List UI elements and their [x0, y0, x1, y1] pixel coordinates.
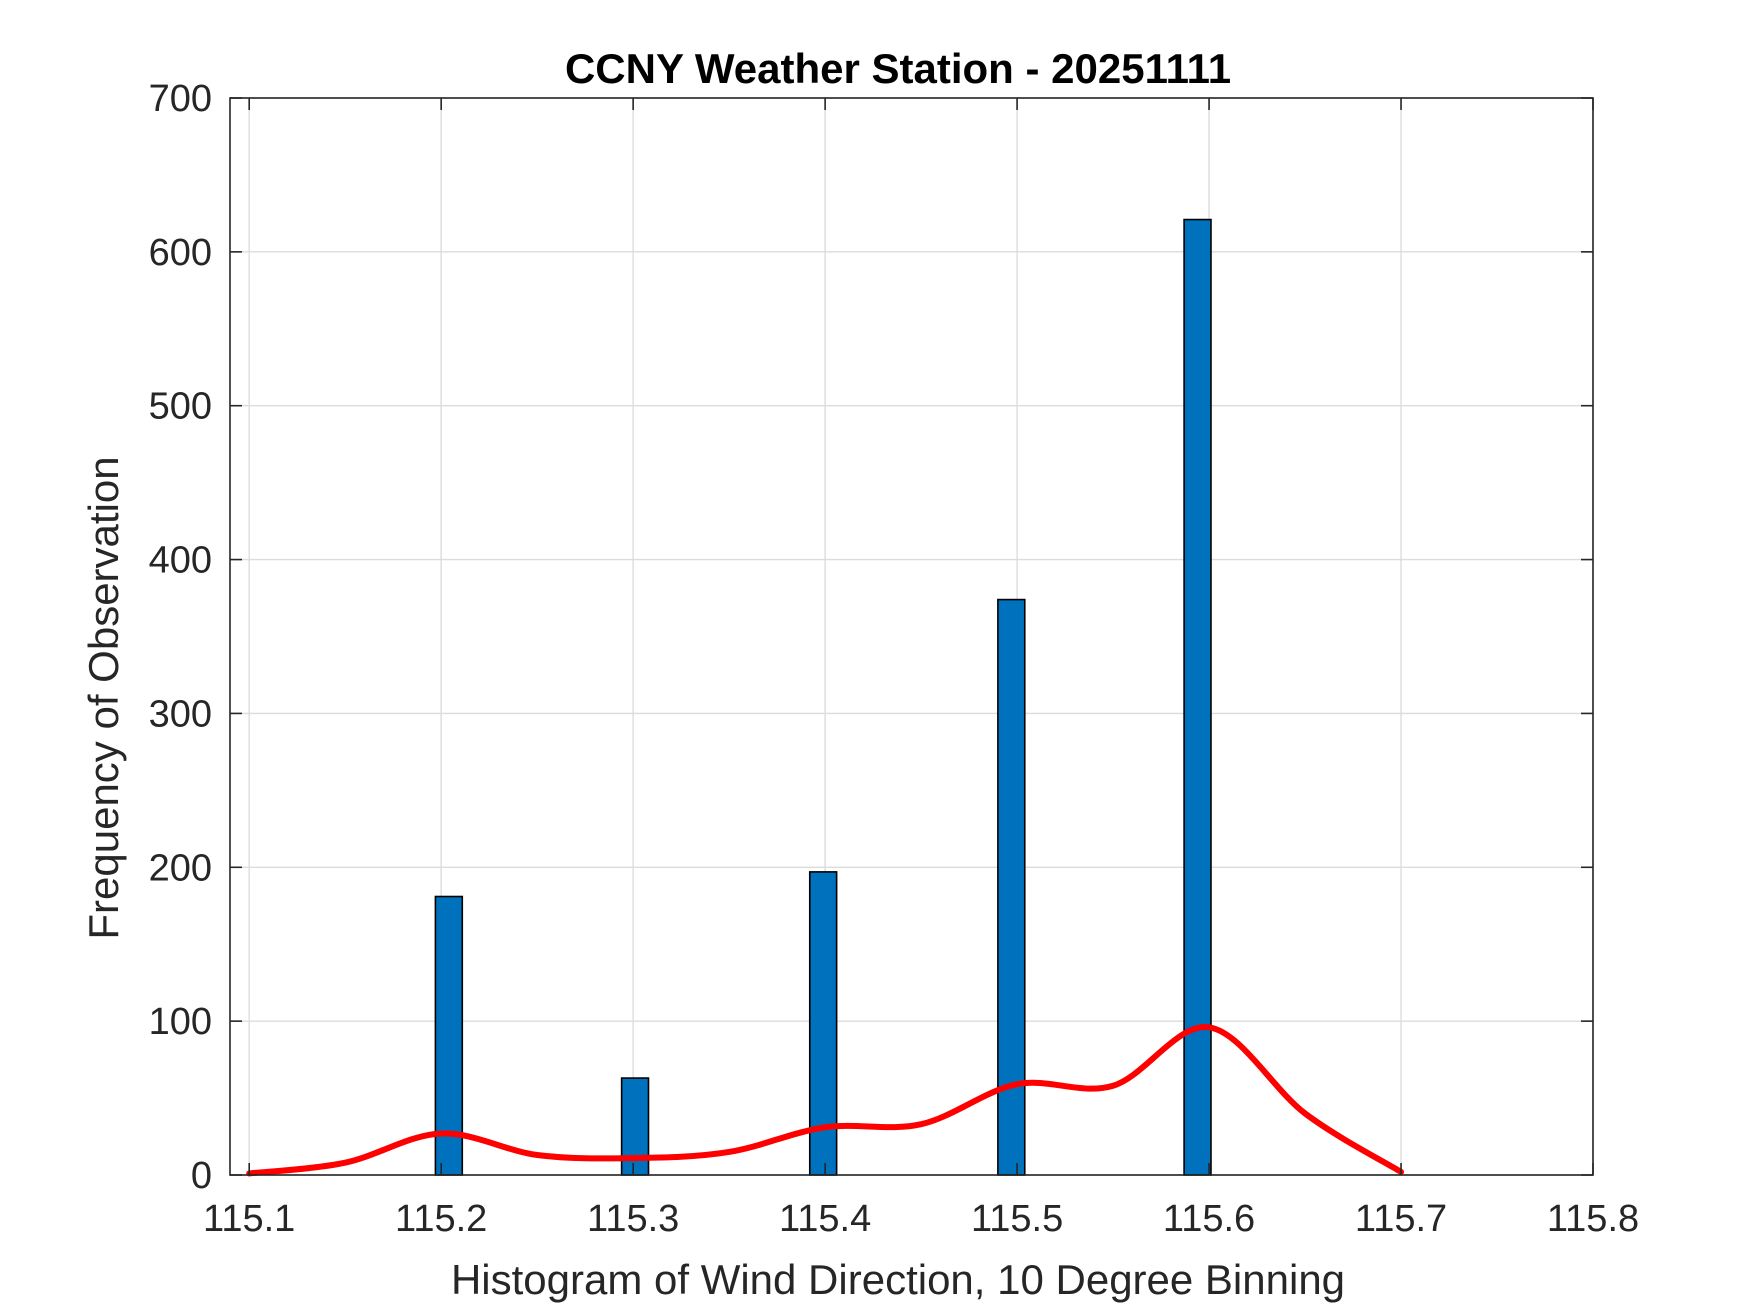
axes-box — [229, 97, 1594, 1176]
y-tick-label: 600 — [149, 232, 212, 274]
y-tick-label: 200 — [149, 847, 212, 889]
x-tick-label: 115.6 — [1163, 1198, 1255, 1240]
x-tick-label: 115.1 — [203, 1198, 295, 1240]
chart-title: CCNY Weather Station - 20251111 — [565, 45, 1231, 92]
y-tick-label: 700 — [149, 78, 212, 120]
x-tick-label: 115.8 — [1547, 1198, 1639, 1240]
histogram-bar — [1183, 218, 1212, 1176]
y-tick-label: 300 — [149, 693, 212, 735]
density-curve — [246, 1024, 1405, 1177]
histogram-bars — [434, 218, 1212, 1176]
y-tick-label: 100 — [149, 1001, 212, 1043]
x-tick-label: 115.4 — [779, 1198, 871, 1240]
histogram-bar — [997, 598, 1026, 1176]
x-tick-label: 115.3 — [587, 1198, 679, 1240]
x-axis-label: Histogram of Wind Direction, 10 Degree B… — [451, 1256, 1345, 1303]
x-tick-label: 115.2 — [395, 1198, 487, 1240]
x-tick-label: 115.7 — [1355, 1198, 1447, 1240]
y-tick-label: 400 — [149, 540, 212, 582]
axis-ticks: 115.1 115.2 115.3 115.4 115.5 115.6 115.7 115.8… — [149, 78, 1640, 1240]
y-tick-label: 0 — [191, 1155, 212, 1197]
y-tick-label: 500 — [149, 386, 212, 428]
y-axis-label: Frequency of Observation — [80, 456, 127, 939]
x-tick-label: 115.5 — [971, 1198, 1063, 1240]
